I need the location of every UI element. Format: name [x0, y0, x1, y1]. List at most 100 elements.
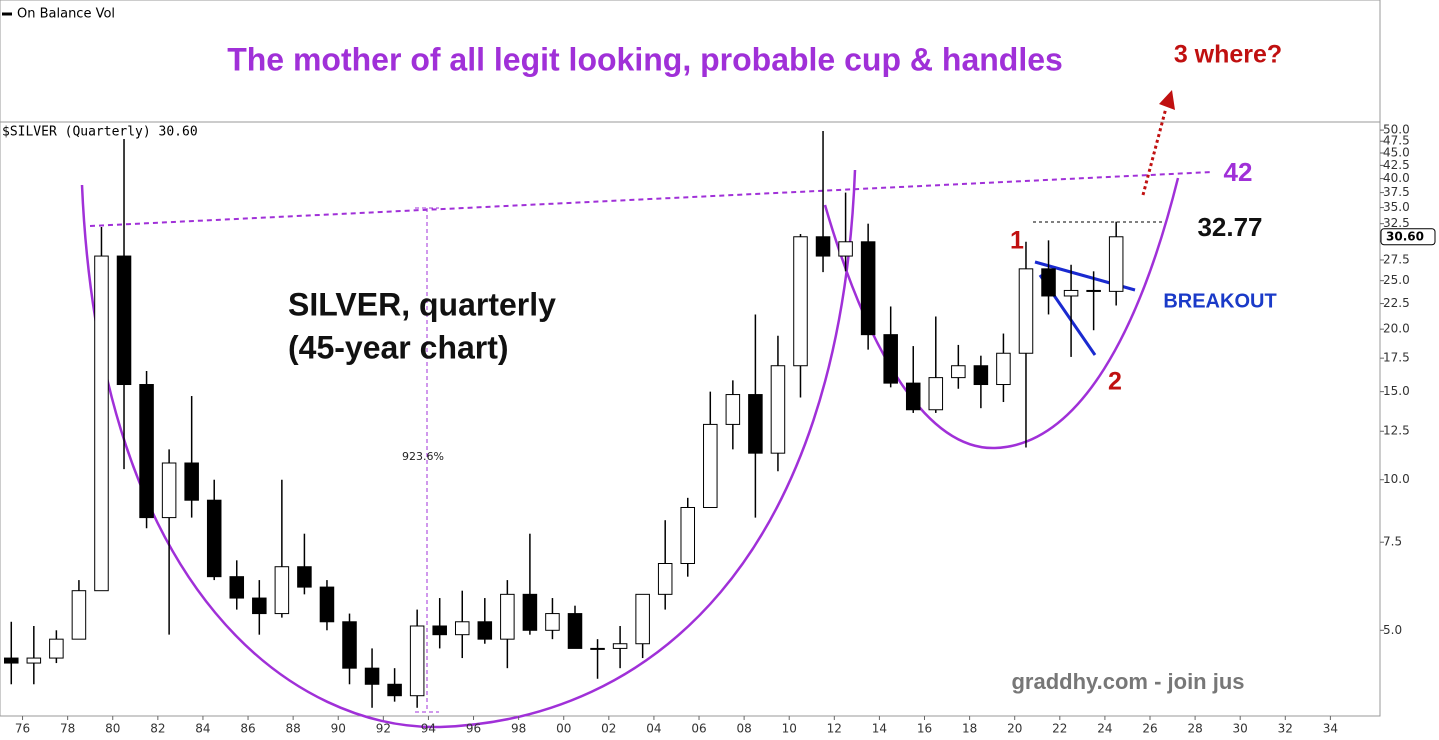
y-tick-label: 47.5	[1383, 134, 1410, 148]
candle-body	[500, 593, 515, 640]
candle-body	[161, 462, 177, 519]
x-tick-label: 08	[736, 722, 751, 736]
candle-body	[454, 621, 470, 636]
x-tick-label: 88	[285, 722, 300, 736]
annotation: 923.6%	[402, 450, 444, 463]
x-tick-label: 28	[1187, 722, 1202, 736]
series-label: $SILVER (Quarterly) 30.60	[2, 125, 198, 140]
x-tick-label: 06	[691, 722, 706, 736]
candle-body	[252, 597, 267, 615]
x-tick-label: 20	[1007, 722, 1022, 736]
candle-body	[1018, 268, 1034, 354]
candle-body	[477, 621, 493, 640]
candle-body	[545, 613, 560, 631]
x-tick-label: 16	[917, 722, 932, 736]
chart-title: The mother of all legit looking, probabl…	[227, 41, 1063, 77]
x-tick-label: 76	[15, 722, 30, 736]
candle-body	[883, 334, 898, 384]
y-tick-label: 25.0	[1383, 273, 1410, 287]
last-price-label: 30.60	[1386, 229, 1424, 243]
annotation: BREAKOUT	[1163, 290, 1276, 312]
candle-body	[4, 657, 19, 664]
y-tick-label: 35.0	[1383, 200, 1410, 214]
indicator-label: On Balance Vol	[17, 7, 115, 22]
candle-body	[996, 352, 1011, 386]
last-price-box	[1380, 228, 1436, 246]
candle-body	[838, 241, 853, 257]
y-tick-label: 40.0	[1383, 171, 1410, 185]
candle-body	[973, 365, 989, 386]
x-tick-label: 18	[962, 722, 977, 736]
x-tick-label: 80	[105, 722, 120, 736]
x-tick-label: 90	[331, 722, 346, 736]
candle-body	[680, 506, 696, 565]
x-tick-label: 84	[195, 722, 210, 736]
y-tick-label: 15.0	[1383, 384, 1410, 398]
candle-body	[635, 593, 650, 645]
y-tick-label: 37.5	[1383, 185, 1410, 199]
annotation: 3 where?	[1174, 41, 1282, 69]
candle-body	[432, 625, 447, 636]
x-tick-label: 24	[1097, 722, 1112, 736]
candle-body	[409, 625, 425, 697]
x-tick-label: 34	[1323, 722, 1338, 736]
annotation: (45-year chart)	[288, 329, 509, 365]
candle-body	[793, 236, 808, 367]
candle-body	[184, 462, 199, 501]
annotation: 32.77	[1197, 212, 1262, 242]
candle-body	[951, 365, 966, 379]
candle-body	[319, 586, 335, 623]
candle-body	[1086, 289, 1101, 292]
x-tick-label: 00	[556, 722, 571, 736]
x-tick-label: 02	[601, 722, 616, 736]
x-tick-label: 82	[150, 722, 165, 736]
candle-body	[815, 236, 831, 257]
x-tick-label: 86	[240, 722, 255, 736]
y-tick-label: 20.0	[1383, 322, 1410, 336]
x-tick-label: 92	[376, 722, 391, 736]
x-tick-label: 96	[466, 722, 481, 736]
candle-body	[364, 667, 380, 685]
candle-body	[612, 643, 628, 649]
candle-body	[387, 683, 402, 697]
candle-body	[725, 394, 741, 425]
candle-body	[26, 657, 42, 664]
x-tick-label: 78	[60, 722, 75, 736]
candle-body	[1063, 289, 1079, 297]
arrow-head	[1159, 90, 1175, 110]
candle-body	[71, 590, 87, 640]
candle-body	[1108, 236, 1124, 292]
x-tick-label: 30	[1233, 722, 1248, 736]
candle-body	[274, 566, 290, 615]
x-tick-label: 94	[421, 722, 436, 736]
candle-body	[49, 638, 64, 659]
y-tick-label: 5.0	[1383, 623, 1402, 637]
y-tick-label: 12.5	[1383, 424, 1410, 438]
candle-body	[905, 382, 921, 411]
candle-body	[522, 593, 538, 631]
y-tick-label: 50.0	[1383, 123, 1410, 137]
candle-body	[1041, 268, 1056, 297]
x-tick-label: 12	[827, 722, 842, 736]
annotation: 2	[1108, 368, 1122, 396]
x-tick-label: 32	[1278, 722, 1293, 736]
y-tick-label: 17.5	[1383, 351, 1410, 365]
y-tick-label: 22.5	[1383, 296, 1410, 310]
x-tick-label: 22	[1052, 722, 1067, 736]
candle-body	[590, 647, 605, 650]
x-tick-label: 98	[511, 722, 526, 736]
candle-body	[116, 255, 132, 386]
candle-body	[139, 384, 154, 519]
x-tick-label: 14	[872, 722, 887, 736]
y-tick-label: 7.5	[1383, 535, 1402, 549]
candle-body	[206, 499, 222, 578]
annotation: 1	[1010, 227, 1024, 255]
annotation: 42	[1224, 157, 1253, 187]
x-tick-label: 10	[782, 722, 797, 736]
candle-body	[297, 566, 312, 588]
y-tick-label: 32.5	[1383, 216, 1410, 230]
resistance-line	[89, 171, 1213, 227]
candle-body	[229, 576, 245, 599]
arrow-shaft	[1141, 107, 1168, 196]
